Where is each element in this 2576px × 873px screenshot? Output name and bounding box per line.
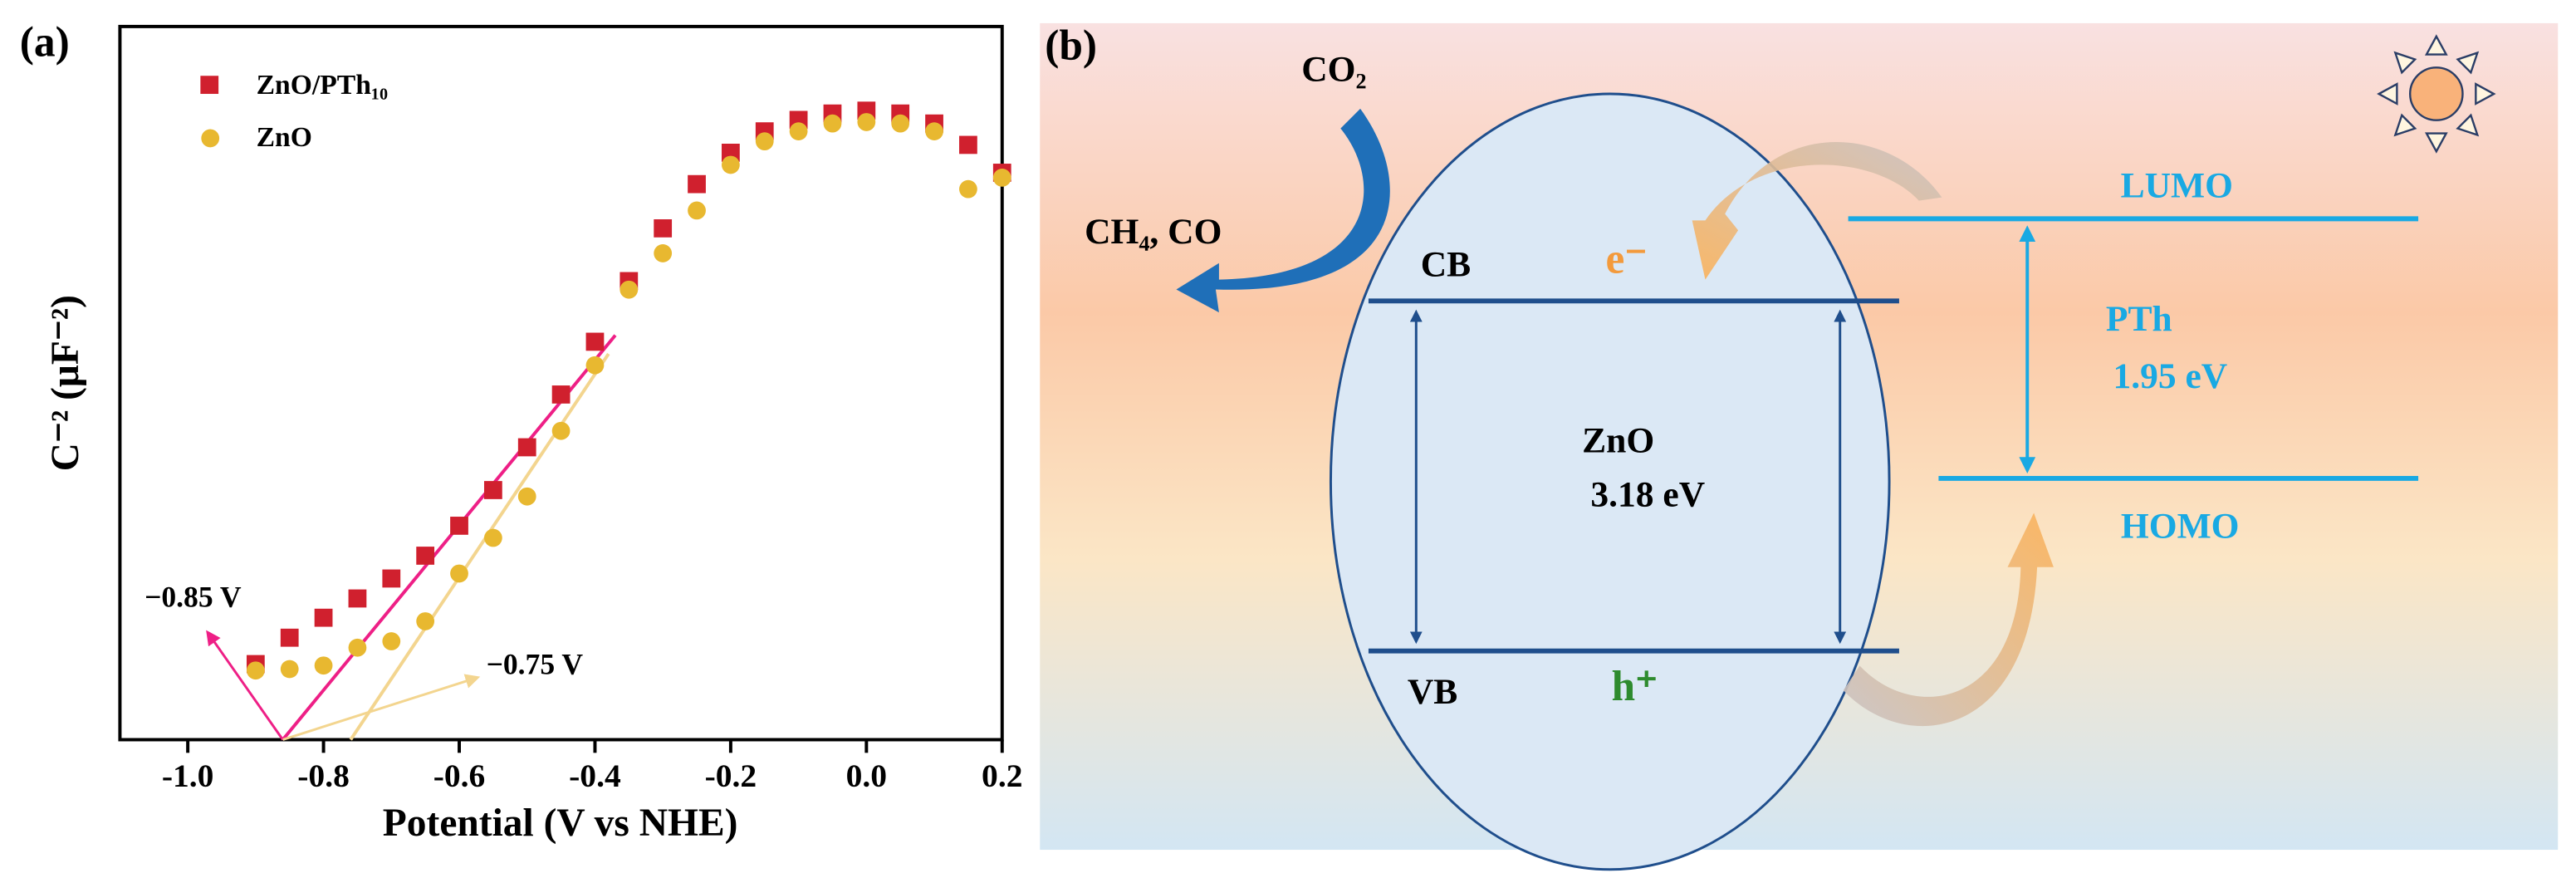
reactant-label: CO₂ — [1301, 49, 1366, 89]
point — [416, 612, 435, 630]
point — [688, 174, 706, 194]
annotation-arrow — [206, 630, 284, 741]
point — [450, 564, 468, 583]
point — [959, 179, 977, 199]
pth-name: PTh — [2106, 299, 2172, 339]
point — [620, 280, 639, 299]
point — [382, 569, 401, 588]
zno-particle — [1329, 92, 1891, 871]
electron-label: e⁻ — [1606, 236, 1648, 283]
transfer-arrow — [1692, 142, 1942, 280]
point — [314, 608, 333, 627]
annotation: −0.75 V — [487, 648, 584, 681]
legend-label: ZnO/PTh₁₀ — [257, 70, 388, 101]
point — [823, 114, 842, 133]
zno-name: ZnO — [1582, 420, 1654, 460]
panel-label: (b) — [1045, 22, 1097, 69]
point — [789, 122, 808, 141]
point — [246, 661, 265, 680]
annotation: −0.85 V — [144, 581, 242, 614]
point — [755, 132, 774, 151]
annotation-arrow — [282, 674, 481, 741]
point — [551, 385, 571, 404]
point — [551, 421, 571, 440]
vb-label: VB — [1408, 672, 1457, 712]
x-tick-label: -0.8 — [297, 758, 350, 794]
point — [280, 628, 299, 647]
point — [517, 438, 536, 457]
point — [348, 638, 367, 657]
reduction-arrow — [1176, 108, 1390, 313]
point — [416, 547, 435, 565]
point — [314, 656, 333, 675]
point — [925, 122, 943, 141]
point — [280, 660, 299, 679]
point — [722, 155, 740, 174]
products-label: CH₄, CO — [1085, 212, 1222, 252]
sun-icon — [2377, 34, 2496, 154]
point — [585, 356, 605, 375]
legend-label: ZnO — [257, 122, 312, 153]
x-tick-label: -1.0 — [162, 758, 214, 794]
hole-label: h⁺ — [1612, 663, 1658, 710]
x-tick-label: 0.0 — [846, 758, 887, 794]
transfer-arrow — [1843, 513, 2054, 727]
lumo-label: LUMO — [2121, 166, 2233, 206]
panel-a: (a) Potential (V vs NHE) C⁻² (μF⁻²) ZnO/… — [20, 18, 1023, 845]
panel-label: (a) — [20, 18, 70, 66]
x-tick-label: 0.2 — [982, 758, 1022, 794]
panel-b: (b) CO₂ CH₄, CO CB e⁻ ZnO 3.18 eV VB h⁺ … — [1040, 22, 2559, 871]
legend-swatch — [200, 76, 219, 95]
point — [654, 244, 673, 262]
point — [382, 632, 401, 650]
zno-gap: 3.18 eV — [1590, 475, 1705, 515]
plot-frame — [118, 24, 1004, 742]
point — [688, 201, 706, 220]
cb-label: CB — [1421, 245, 1471, 285]
point — [450, 517, 468, 535]
point — [483, 528, 502, 547]
point — [348, 589, 367, 608]
x-tick-label: -0.6 — [433, 758, 486, 794]
point — [857, 113, 876, 131]
fit-line — [349, 352, 610, 741]
legend-swatch — [201, 129, 220, 148]
point — [517, 487, 536, 506]
point — [891, 114, 910, 133]
point — [483, 481, 502, 499]
x-axis-label: Potential (V vs NHE) — [383, 802, 738, 845]
point — [654, 219, 673, 238]
point — [585, 332, 605, 351]
x-tick-label: -0.4 — [569, 758, 621, 794]
homo-label: HOMO — [2121, 506, 2240, 546]
x-tick-label: -0.2 — [705, 758, 757, 794]
y-axis-label: C⁻² (μF⁻²) — [44, 295, 87, 471]
point — [992, 169, 1011, 187]
point — [959, 135, 977, 154]
pth-gap: 1.95 eV — [2113, 356, 2227, 396]
